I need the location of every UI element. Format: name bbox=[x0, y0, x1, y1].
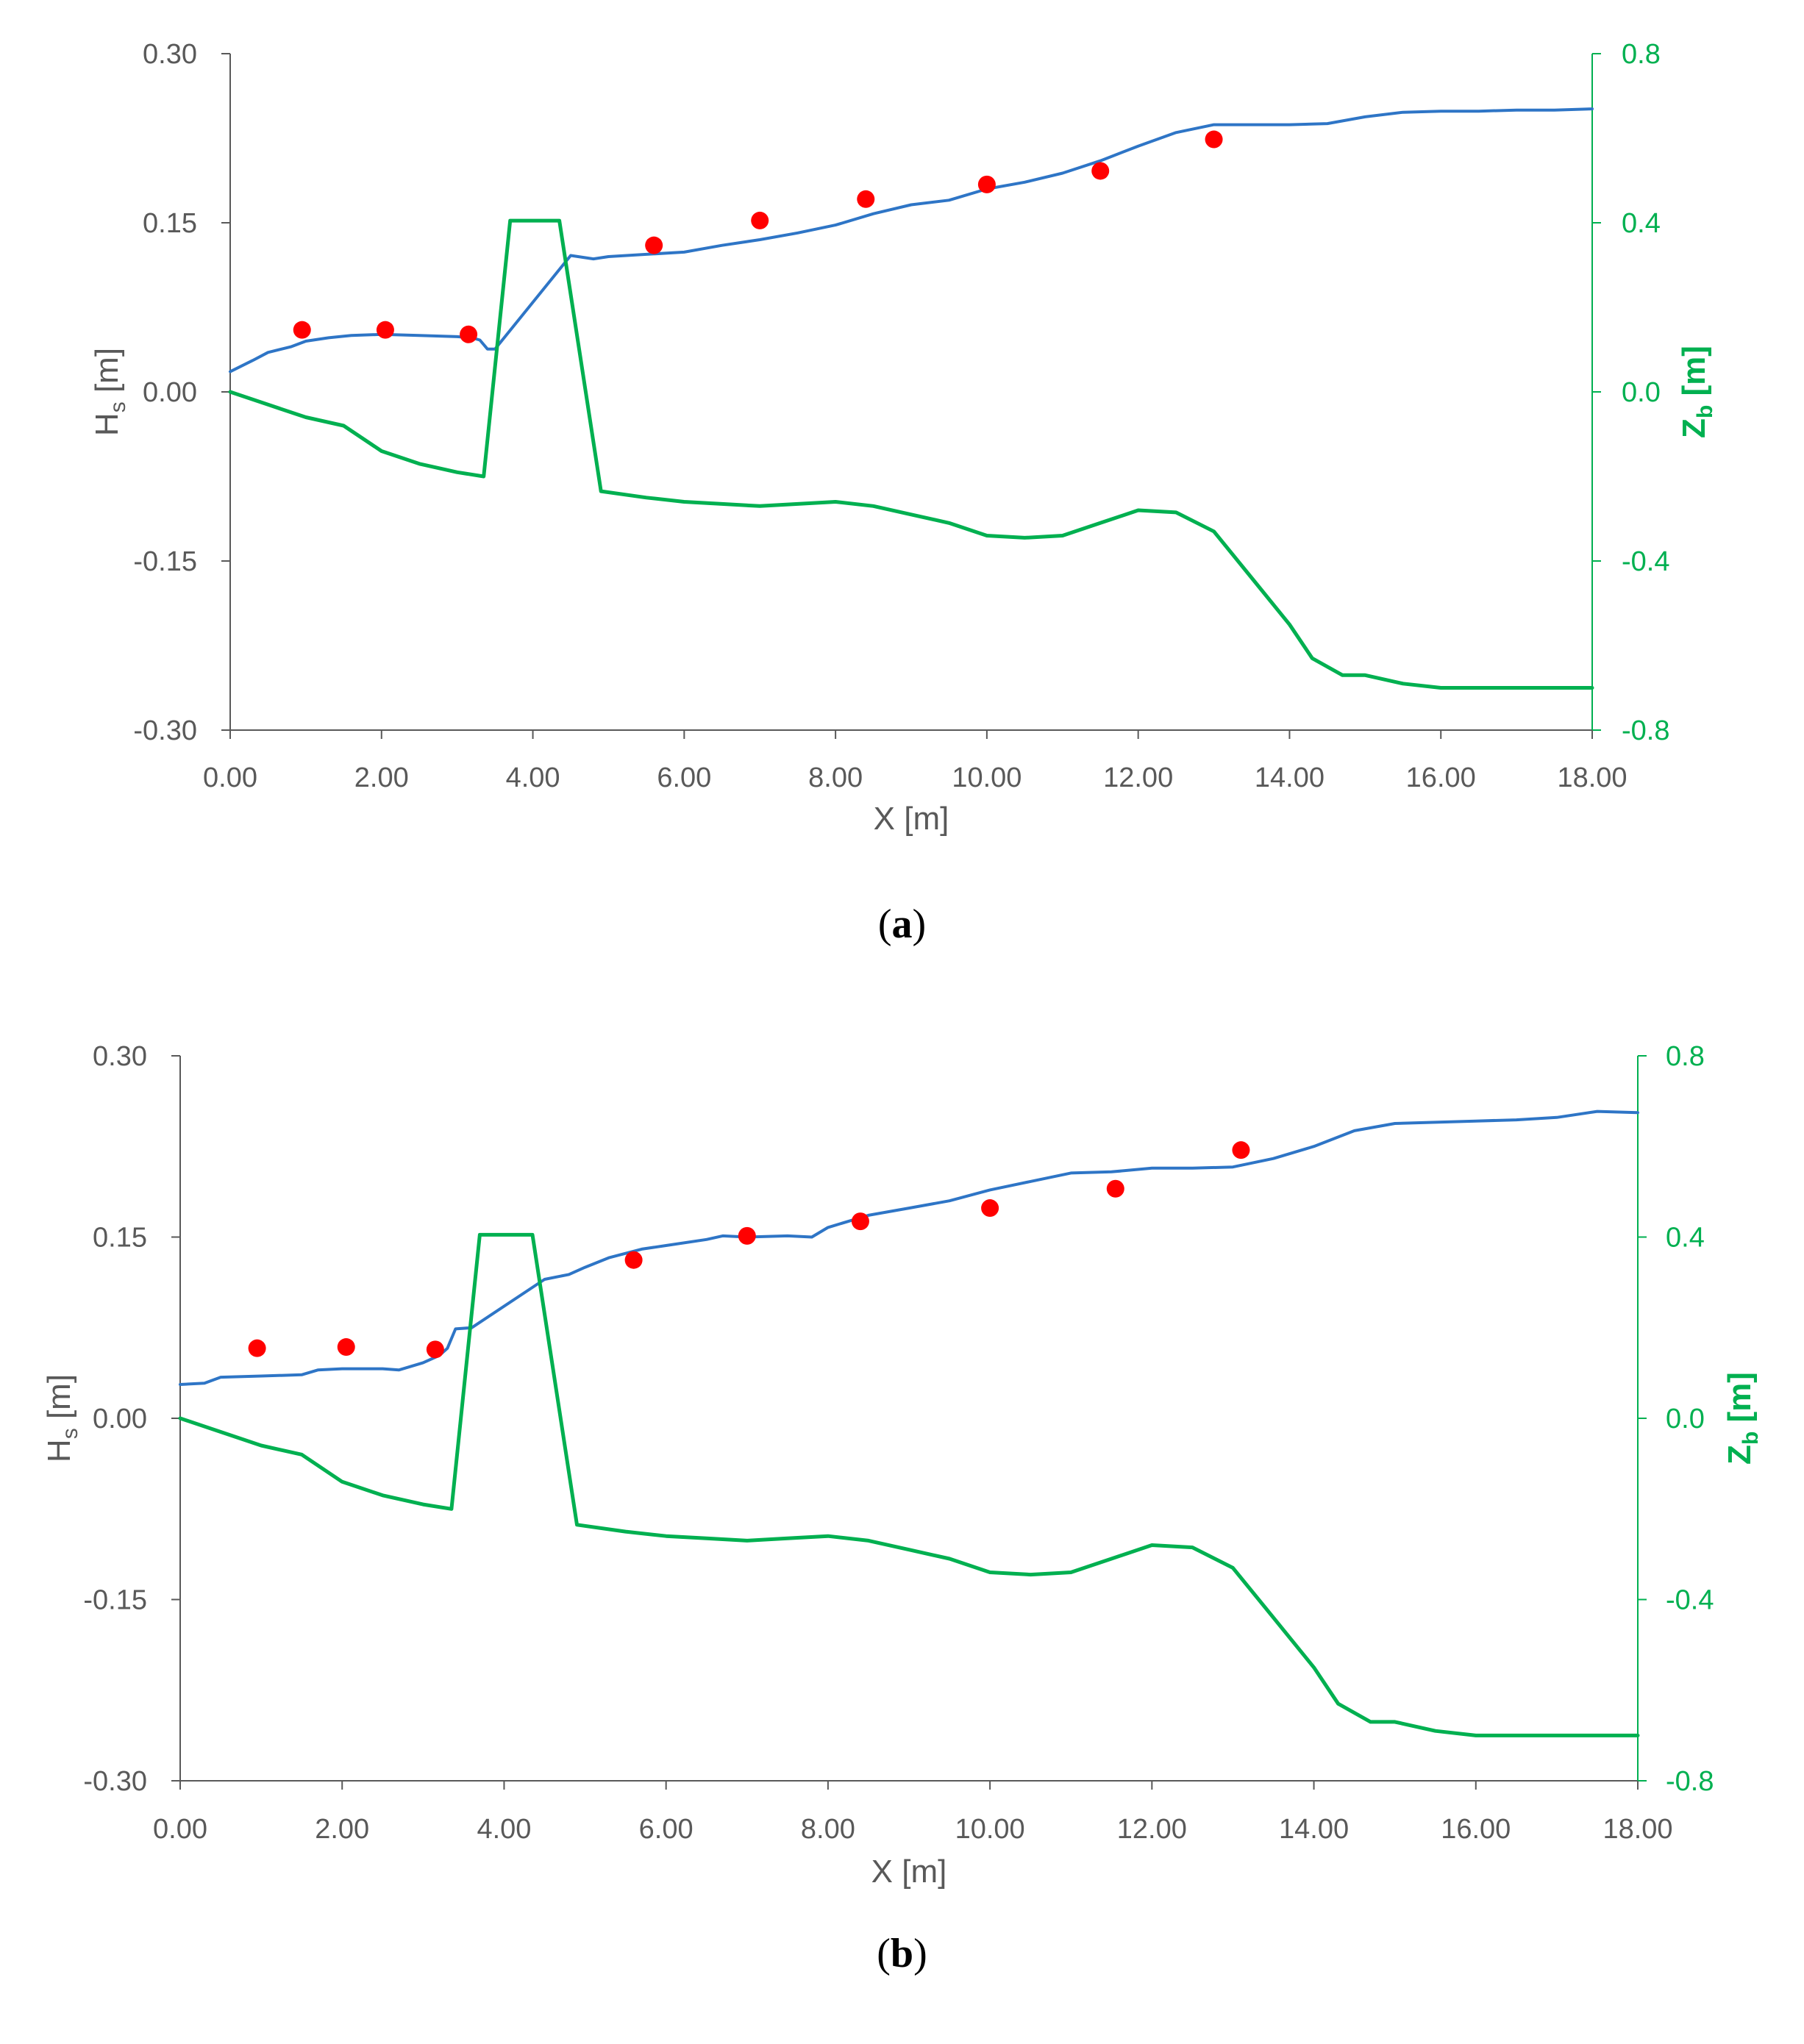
x-tick-label: 0.00 bbox=[153, 1814, 207, 1845]
measured-point bbox=[1091, 162, 1110, 180]
y-left-axis-title-sub: s bbox=[106, 401, 130, 412]
zb-series-line bbox=[178, 1232, 1640, 1737]
y-left-axis-title: Hs [m] bbox=[41, 1374, 82, 1462]
x-tick-label: 0.00 bbox=[203, 762, 257, 793]
chart-a: 0.30 0.15 0.00 -0.15 -0.30 0.8 0.4 0.0 -0.4 -0.8 0… bbox=[89, 39, 1717, 837]
x-tick-label: 10.00 bbox=[955, 1814, 1025, 1845]
x-tick-label: 2.00 bbox=[354, 762, 409, 793]
x-tick-label: 14.00 bbox=[1255, 762, 1325, 793]
y-left-tick-label: 0.00 bbox=[93, 1404, 147, 1434]
y-left-tick-label: 0.15 bbox=[143, 208, 197, 239]
y-right-axis-title: Zb [m] bbox=[1722, 1372, 1763, 1465]
y-left-tick-label: -0.15 bbox=[133, 546, 197, 577]
caption-b-letter: b bbox=[890, 1931, 914, 1976]
measured-point bbox=[977, 175, 996, 193]
measured-point bbox=[1106, 1179, 1124, 1198]
y-right-tick-label: 0.0 bbox=[1666, 1404, 1705, 1434]
y-right-axis-title-main: Z bbox=[1722, 1445, 1758, 1465]
x-tick-label: 18.00 bbox=[1557, 762, 1627, 793]
x-tick-label: 6.00 bbox=[639, 1814, 694, 1845]
measured-point bbox=[981, 1199, 999, 1218]
caption-a-open: ( bbox=[877, 901, 892, 947]
measured-point bbox=[248, 1339, 266, 1357]
measured-point bbox=[645, 236, 663, 254]
x-tick-label: 2.00 bbox=[315, 1814, 369, 1845]
y-left-tick-label: -0.30 bbox=[83, 1766, 147, 1797]
y-left-tick-label: 0.00 bbox=[143, 377, 197, 408]
measured-point bbox=[851, 1212, 869, 1231]
hs-series-line bbox=[229, 107, 1594, 374]
x-tick-label: 12.00 bbox=[1103, 762, 1173, 793]
x-tick-label: 14.00 bbox=[1279, 1814, 1349, 1845]
y-left-axis-title: Hs [m] bbox=[89, 348, 130, 436]
x-tick-label: 12.00 bbox=[1117, 1814, 1187, 1845]
y-right-tick-label: 0.8 bbox=[1622, 39, 1661, 70]
caption-a-close: ) bbox=[912, 901, 927, 947]
x-tick-label: 4.00 bbox=[506, 762, 560, 793]
y-left-axis-title-sub: s bbox=[58, 1428, 82, 1439]
y-right-axis-title-sub: b bbox=[1739, 1432, 1763, 1445]
caption-b-close: ) bbox=[913, 1931, 927, 1976]
x-tick-label: 10.00 bbox=[952, 762, 1022, 793]
y-right-tick-label: 0.0 bbox=[1622, 377, 1661, 408]
chart-panel-a: 0.30 0.15 0.00 -0.15 -0.30 0.8 0.4 0.0 -0.4 -0.8 0… bbox=[0, 0, 1804, 1007]
x-tick-label: 18.00 bbox=[1602, 1814, 1672, 1845]
chart-panel-b: 0.30 0.15 0.00 -0.15 -0.30 0.8 0.4 0.0 -0.4 -0.8 0… bbox=[0, 1007, 1804, 2044]
caption-b: (b) bbox=[0, 1930, 1804, 1977]
x-axis-title: X [m] bbox=[874, 801, 949, 837]
measured-point bbox=[426, 1340, 444, 1359]
measured-point bbox=[293, 321, 311, 339]
y-right-tick-label: 0.8 bbox=[1666, 1041, 1705, 1072]
measured-point bbox=[624, 1251, 643, 1269]
y-right-axis-title-unit: [m] bbox=[1676, 346, 1712, 405]
y-left-tick-label: 0.15 bbox=[93, 1223, 147, 1254]
measured-point bbox=[1205, 130, 1223, 149]
y-right-tick-label: -0.4 bbox=[1666, 1585, 1714, 1616]
x-tick-label: 4.00 bbox=[477, 1814, 531, 1845]
measured-point bbox=[1232, 1141, 1250, 1159]
x-tick-label: 6.00 bbox=[657, 762, 711, 793]
hs-series-line bbox=[179, 1109, 1639, 1386]
measured-point bbox=[857, 190, 875, 208]
y-left-axis-title-unit: [m] bbox=[41, 1374, 77, 1428]
y-left-axis-title-unit: [m] bbox=[89, 348, 125, 401]
caption-a-letter: a bbox=[891, 901, 913, 947]
zb-series-line bbox=[228, 218, 1594, 690]
y-left-tick-label: 0.30 bbox=[143, 39, 197, 70]
y-left-tick-label: -0.30 bbox=[133, 715, 197, 746]
x-tick-label: 16.00 bbox=[1441, 1814, 1511, 1845]
y-right-tick-label: 0.4 bbox=[1666, 1223, 1705, 1254]
y-left-axis-title-main: H bbox=[41, 1439, 77, 1462]
y-left-axis-title-main: H bbox=[89, 412, 125, 436]
chart-b: 0.30 0.15 0.00 -0.15 -0.30 0.8 0.4 0.0 -0.4 -0.8 0… bbox=[41, 1041, 1763, 1890]
measured-point bbox=[738, 1226, 756, 1245]
y-right-tick-label: -0.8 bbox=[1666, 1766, 1714, 1797]
measured-point bbox=[751, 211, 769, 229]
y-right-axis-title-sub: b bbox=[1693, 405, 1717, 418]
x-tick-label: 8.00 bbox=[801, 1814, 855, 1845]
x-axis-title: X [m] bbox=[871, 1854, 947, 1890]
y-right-axis-title: Zb [m] bbox=[1676, 346, 1717, 438]
y-left-tick-label: -0.15 bbox=[83, 1585, 147, 1616]
measured-point bbox=[460, 325, 478, 343]
caption-b-open: ( bbox=[877, 1931, 891, 1976]
measured-point bbox=[337, 1338, 355, 1357]
y-left-tick-label: 0.30 bbox=[93, 1041, 147, 1072]
y-right-tick-label: -0.4 bbox=[1622, 546, 1669, 577]
y-right-axis-title-unit: [m] bbox=[1722, 1372, 1758, 1432]
y-right-tick-label: 0.4 bbox=[1622, 208, 1661, 239]
caption-a: (a) bbox=[0, 901, 1804, 948]
measured-point bbox=[376, 321, 394, 339]
y-right-axis-title-main: Z bbox=[1676, 418, 1712, 438]
x-tick-label: 8.00 bbox=[808, 762, 863, 793]
y-right-tick-label: -0.8 bbox=[1622, 715, 1669, 746]
x-tick-label: 16.00 bbox=[1406, 762, 1476, 793]
